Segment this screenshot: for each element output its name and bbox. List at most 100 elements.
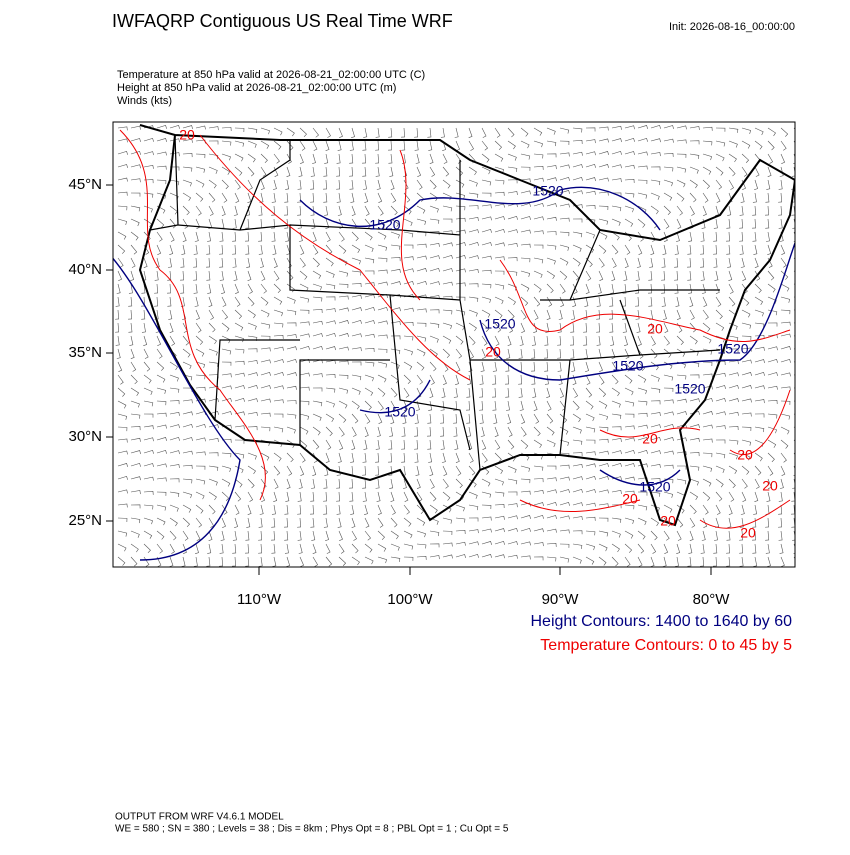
wind-barb bbox=[310, 205, 315, 216]
wind-barb bbox=[208, 424, 219, 429]
wind-barb bbox=[429, 478, 435, 489]
wind-barb bbox=[273, 491, 278, 502]
wind-barb bbox=[611, 450, 622, 455]
wind-barb bbox=[520, 541, 531, 546]
wind-barb bbox=[299, 283, 309, 292]
wind-barb bbox=[258, 543, 263, 554]
wind-barb bbox=[442, 530, 453, 535]
wind-barb bbox=[546, 257, 556, 265]
wind-barb bbox=[325, 374, 336, 379]
wind-barb bbox=[376, 179, 381, 190]
wind-barb bbox=[650, 491, 661, 497]
wind-barb bbox=[702, 192, 709, 203]
wind-barb bbox=[611, 205, 622, 212]
wind-barb bbox=[195, 451, 206, 456]
wind-barb bbox=[468, 217, 479, 221]
wind-barb bbox=[375, 127, 380, 138]
wind-barb bbox=[637, 412, 648, 417]
wind-barb bbox=[390, 556, 401, 563]
wind-barb bbox=[663, 348, 672, 358]
wind-barb bbox=[481, 204, 492, 209]
wind-barb bbox=[364, 320, 375, 325]
wind-barb bbox=[169, 387, 180, 393]
wind-barb bbox=[650, 124, 661, 129]
wind-barb bbox=[208, 361, 219, 367]
wind-barb bbox=[207, 543, 212, 554]
wind-barb bbox=[442, 205, 453, 212]
wind-barb bbox=[739, 218, 744, 229]
wind-barb bbox=[234, 397, 245, 402]
wind-barb bbox=[195, 166, 206, 173]
wind-barb bbox=[559, 439, 570, 446]
wind-barb bbox=[156, 400, 167, 406]
wind-barb bbox=[507, 491, 518, 496]
wind-barb bbox=[598, 257, 605, 268]
temperature-contour-label: 20 bbox=[762, 478, 778, 494]
wind-barb bbox=[416, 530, 426, 538]
wind-barb bbox=[754, 257, 759, 268]
wind-barb bbox=[234, 127, 245, 132]
wind-barb bbox=[689, 322, 697, 333]
wind-barb bbox=[167, 257, 172, 268]
wind-barb bbox=[442, 542, 453, 547]
wind-barb bbox=[351, 307, 362, 312]
wind-barb bbox=[624, 517, 635, 525]
wind-barb bbox=[791, 205, 795, 216]
wind-barb bbox=[208, 530, 213, 541]
wind-barb bbox=[442, 348, 450, 358]
wind-barb bbox=[429, 465, 434, 476]
wind-barb bbox=[572, 270, 580, 281]
wind-barb bbox=[533, 270, 543, 279]
wind-barb bbox=[221, 283, 225, 294]
wind-barb bbox=[416, 555, 427, 560]
wind-barb bbox=[520, 528, 531, 532]
wind-barb bbox=[741, 347, 752, 352]
wind-barb bbox=[650, 412, 661, 417]
wind-barb bbox=[259, 257, 264, 268]
wind-barb bbox=[520, 270, 531, 277]
wind-barb bbox=[351, 530, 357, 541]
wind-barb bbox=[715, 296, 722, 307]
wind-barb bbox=[689, 335, 698, 345]
wind-barb bbox=[221, 491, 230, 501]
wind-barb bbox=[650, 335, 656, 346]
wind-barb bbox=[130, 178, 141, 183]
wind-barb bbox=[221, 465, 232, 473]
wind-barb bbox=[611, 426, 622, 431]
wind-barb bbox=[271, 192, 276, 203]
wind-barb bbox=[364, 543, 373, 553]
wind-barb bbox=[364, 387, 374, 396]
wind-barb bbox=[195, 386, 206, 391]
wind-barb bbox=[219, 257, 224, 268]
wind-barb bbox=[351, 543, 359, 554]
wind-barb bbox=[533, 514, 544, 519]
wind-barb bbox=[728, 335, 739, 342]
wind-barb bbox=[598, 244, 607, 254]
wind-barb bbox=[156, 543, 163, 554]
wind-barb bbox=[182, 491, 192, 499]
wind-barb bbox=[494, 478, 504, 486]
wind-barb bbox=[130, 450, 141, 455]
wind-barb bbox=[611, 192, 622, 197]
wind-barb bbox=[611, 400, 621, 408]
wind-barb bbox=[286, 140, 294, 151]
wind-barb bbox=[247, 411, 258, 416]
wind-barb bbox=[429, 309, 440, 314]
wind-barb bbox=[429, 153, 434, 164]
wind-barb bbox=[195, 309, 200, 320]
wind-barb bbox=[650, 543, 657, 554]
wind-barb bbox=[284, 205, 288, 216]
wind-barb bbox=[401, 426, 406, 437]
wind-barb bbox=[195, 192, 204, 202]
wind-barb bbox=[130, 504, 141, 509]
wind-barb bbox=[182, 399, 193, 404]
wind-barb bbox=[494, 242, 505, 247]
wind-barb bbox=[156, 218, 165, 228]
wind-barb bbox=[338, 530, 343, 541]
wind-barb bbox=[325, 320, 336, 325]
wind-barb bbox=[415, 465, 420, 476]
wind-barb bbox=[624, 437, 635, 442]
wind-barb bbox=[754, 478, 760, 489]
wind-barb bbox=[741, 322, 752, 329]
wind-barb bbox=[143, 179, 154, 184]
